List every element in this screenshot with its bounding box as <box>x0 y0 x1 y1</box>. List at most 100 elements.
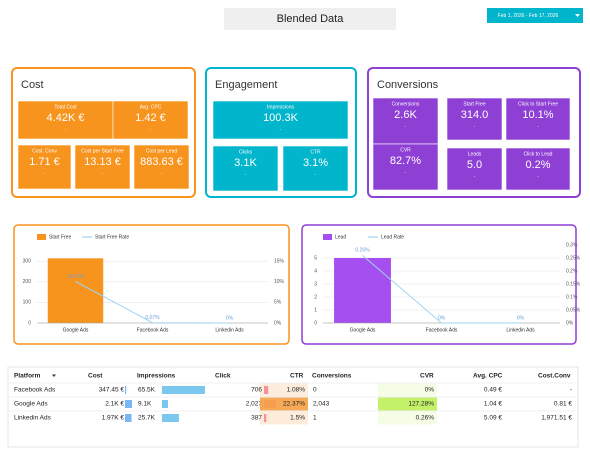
tile <box>372 143 439 191</box>
legend-label[interactable]: Lead <box>335 234 346 240</box>
table-cell: 0.81 € <box>554 401 572 408</box>
line <box>362 255 521 324</box>
title-box <box>224 8 396 30</box>
tile-delta: - <box>44 170 46 176</box>
table-cell: 2,043 <box>313 401 330 408</box>
tile <box>17 100 114 140</box>
tile-label: Avg. CPC <box>140 104 162 110</box>
table-cell: 1.5% <box>290 415 305 422</box>
tile-delta: - <box>474 173 476 179</box>
legend-swatch <box>323 234 332 240</box>
column-header[interactable]: CTR <box>290 373 304 380</box>
x-tick-label: Google Ads <box>350 327 376 333</box>
table-cell: 22.37% <box>283 401 305 408</box>
tile-delta: - <box>280 126 282 132</box>
tile-value: 100.3K <box>263 112 299 124</box>
tile-value: 13.13 € <box>84 156 121 168</box>
tile-label: Clicks <box>239 149 253 155</box>
tile-delta: - <box>405 123 407 129</box>
heat-cell <box>260 383 308 397</box>
table-cell: 65.5K <box>138 387 156 394</box>
column-header[interactable]: CVR <box>420 373 434 380</box>
table-cell: 1.04 € <box>484 401 502 408</box>
legend-swatch <box>37 234 46 240</box>
tile <box>446 97 503 141</box>
tile <box>74 144 131 190</box>
x-tick-label: Facebook Ads <box>137 327 169 333</box>
table-cell[interactable]: Facebook Ads <box>14 387 56 394</box>
column-header[interactable]: Impressions <box>137 373 176 380</box>
y2-tick-label: 0.1% <box>566 294 578 300</box>
heat-cell <box>260 397 308 411</box>
tile-label: Leads <box>468 151 482 157</box>
y-tick-label: 5 <box>314 255 317 261</box>
tile-value: 5.0 <box>467 159 482 171</box>
legend-label[interactable]: Start Free <box>49 234 71 240</box>
date-dropdown-icon[interactable] <box>575 14 580 17</box>
column-header[interactable]: Platform <box>14 373 41 380</box>
table-cell: 0 <box>313 387 317 394</box>
tile-label: Cost. Conv <box>32 148 57 154</box>
column-header[interactable]: Cost <box>88 373 103 380</box>
y2-tick-label: 10% <box>274 279 285 285</box>
legend-label[interactable]: Lead Rate <box>381 234 404 240</box>
y-tick-label: 300 <box>23 259 32 265</box>
heat-cell <box>260 411 308 425</box>
tile <box>212 145 279 192</box>
date-range[interactable]: Feb 1, 2026 - Feb 17, 2026 <box>498 13 559 19</box>
tile-delta: - <box>315 171 317 177</box>
tile-delta: - <box>245 171 247 177</box>
tile-value: 2.6K <box>394 109 417 121</box>
column-header[interactable]: Avg. CPC <box>473 373 503 380</box>
tile-delta: - <box>474 123 476 129</box>
y-tick-label: 0 <box>314 320 317 326</box>
table-cell: 0.26% <box>416 415 435 422</box>
line <box>75 281 230 324</box>
tile-value: 1.42 € <box>135 112 166 124</box>
tile-value: 4.42K € <box>47 112 85 124</box>
x-tick-label: Linkedin Ads <box>215 327 244 333</box>
y2-tick-label: 0.15% <box>566 281 581 287</box>
legend-label[interactable]: Start Free Rate <box>95 234 129 240</box>
data-bar <box>264 386 269 394</box>
tile-delta: - <box>150 126 152 132</box>
panel-title: Engagement <box>215 79 277 91</box>
heat-cell <box>378 397 437 411</box>
y2-tick-label: 0.3% <box>566 242 578 248</box>
table-cell: 1,971.51 € <box>541 415 572 422</box>
tile-value: 314.0 <box>461 109 489 121</box>
tile-label: Cost per Start Free <box>81 148 124 154</box>
tile <box>505 97 571 141</box>
data-bar <box>264 414 267 422</box>
tile-label: Conversions <box>392 101 420 107</box>
table-cell: 0.49 € <box>484 387 502 394</box>
tile-label: Click to Lead <box>524 151 553 157</box>
y-tick-label: 3 <box>314 281 317 287</box>
data-bar <box>125 400 132 408</box>
data-bar <box>162 414 179 422</box>
y2-tick-label: 0% <box>274 320 282 326</box>
data-label: 10.07% <box>67 274 85 280</box>
table-cell: 9.1K <box>138 401 152 408</box>
tile-label: Click to Start Free <box>518 101 558 107</box>
table-cell: 1.97K € <box>102 415 125 422</box>
tile <box>133 144 190 190</box>
column-header[interactable]: Cost.Conv <box>538 373 571 380</box>
data-bar <box>162 386 205 394</box>
x-tick-label: Google Ads <box>63 327 89 333</box>
bar <box>334 258 391 323</box>
table-cell: 127.28% <box>408 401 434 408</box>
date-picker[interactable] <box>487 8 583 23</box>
y-tick-label: 4 <box>314 268 317 274</box>
table-cell[interactable]: Google Ads <box>14 401 48 408</box>
tile-delta: - <box>65 126 67 132</box>
column-header[interactable]: Conversions <box>312 373 352 380</box>
y2-tick-label: 15% <box>274 259 285 265</box>
column-header[interactable]: Click <box>215 373 231 380</box>
y-tick-label: 2 <box>314 294 317 300</box>
data-label: 0% <box>517 315 525 321</box>
sort-icon[interactable] <box>52 374 56 378</box>
table-cell: 2,027 <box>246 401 263 408</box>
table-cell[interactable]: Linkedin Ads <box>14 415 52 422</box>
